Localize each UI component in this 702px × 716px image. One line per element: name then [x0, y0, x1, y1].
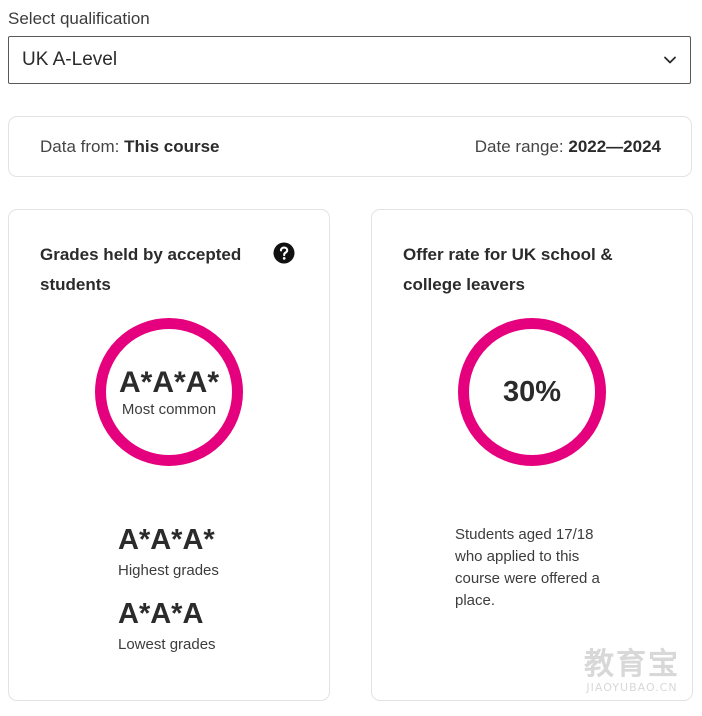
- most-common-label: Most common: [121, 400, 217, 418]
- offer-rate-title: Offer rate for UK school & college leave…: [403, 245, 613, 294]
- offer-rate-card: Offer rate for UK school & college leave…: [371, 209, 693, 701]
- lowest-grades: A*A*A Lowest grades: [118, 598, 216, 653]
- date-range-label: Date range:: [474, 137, 564, 156]
- lowest-grades-value: A*A*A: [118, 598, 204, 630]
- date-range: Date range: 2022—2024: [475, 137, 661, 157]
- data-from-value: This course: [124, 137, 220, 156]
- lowest-grades-label: Lowest grades: [118, 636, 216, 653]
- offer-rate-description: Students aged 17/18 who applied to this …: [455, 526, 600, 609]
- question-circle-icon[interactable]: [273, 242, 295, 264]
- offer-rate-ring: 30%: [458, 318, 606, 466]
- highest-grades-label: Highest grades: [118, 562, 219, 579]
- most-common-grade: A*A*A*: [118, 365, 220, 399]
- date-range-value: 2022—2024: [568, 137, 661, 156]
- watermark-latin: JIAOYUBAO.CN: [586, 681, 678, 694]
- grades-card-title: Grades held by accepted students: [40, 245, 242, 294]
- grades-card: Grades held by accepted students A*A*A* …: [8, 209, 330, 701]
- highest-grades: A*A*A* Highest grades: [118, 524, 219, 579]
- watermark-chinese: 教育宝: [584, 647, 680, 682]
- qualification-selected-value: UK A-Level: [22, 49, 118, 70]
- qualification-select[interactable]: UK A-Level: [8, 36, 691, 84]
- data-from-label: Data from:: [40, 137, 120, 156]
- watermark-logo: 教育宝 JIAOYUBAO.CN: [584, 647, 680, 695]
- chevron-down-icon: [664, 56, 676, 64]
- data-info-bar: Data from: This course Date range: 2022—…: [8, 116, 692, 177]
- qualification-label: Select qualification: [8, 9, 150, 28]
- most-common-ring: A*A*A* Most common: [95, 318, 243, 466]
- data-from: Data from: This course: [40, 137, 220, 157]
- highest-grades-value: A*A*A*: [118, 524, 215, 556]
- offer-rate-value: 30%: [502, 375, 562, 408]
